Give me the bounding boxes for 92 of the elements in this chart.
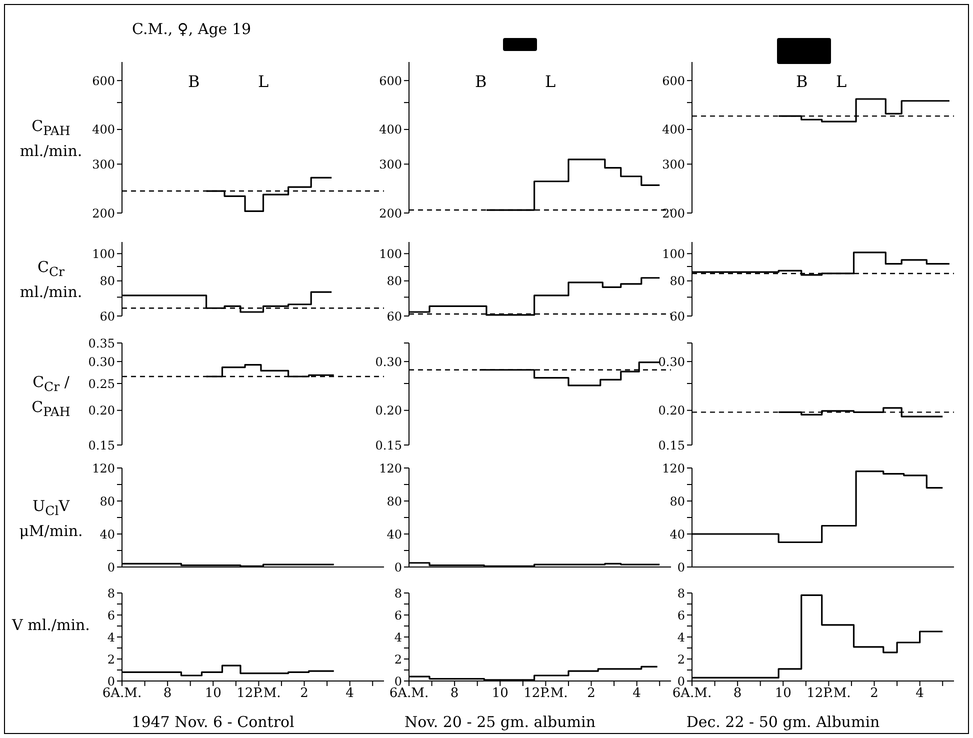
y-tick-label: 600 (92, 74, 115, 88)
x-tick-label: 2 (300, 686, 308, 702)
y-tick-label: 200 (92, 206, 115, 220)
y-tick-label: 60 (100, 309, 115, 324)
y-tick-label: 40 (100, 527, 115, 542)
y-tick-label: 0.35 (88, 336, 115, 350)
y-tick-label: 300 (379, 157, 402, 172)
x-tick-label: 8 (163, 686, 172, 702)
x-tick-label: 6A.M. (672, 686, 712, 702)
x-tick-label: 2 (870, 686, 878, 702)
x-tick-label: 12P.M. (236, 686, 281, 702)
y-tick-label: 0.15 (375, 438, 402, 452)
x-tick-label: 10 (492, 686, 508, 702)
annotation: L (836, 72, 847, 91)
y-tick-label: 120 (92, 461, 115, 476)
y-tick-label: 100 (379, 246, 402, 261)
x-tick-label: 10 (204, 686, 222, 702)
y-tick-label: 0.15 (88, 438, 115, 452)
y-tick-label: 80 (100, 274, 115, 288)
y-tick-label: 400 (379, 122, 402, 137)
y-tick-label: 0 (677, 674, 685, 688)
y-tick-label: 6 (107, 608, 115, 622)
y-tick-label: 40 (386, 527, 402, 542)
y-tick-label: 0.25 (88, 376, 115, 391)
x-tick-label: 6A.M. (102, 686, 142, 702)
y-tick-label: 120 (379, 461, 402, 476)
x-tick-label: 2 (587, 686, 596, 702)
y-tick-label: 300 (662, 157, 685, 172)
y-tick-label: 40 (670, 527, 685, 542)
x-tick-label: 4 (346, 686, 354, 702)
x-tick-label: 8 (450, 686, 459, 702)
y-tick-label: 60 (670, 309, 685, 324)
y-tick-label: 600 (379, 74, 402, 88)
y-tick-label: 0.30 (658, 354, 685, 369)
y-tick-label: 0.15 (658, 438, 685, 452)
y-tick-label: 2 (107, 652, 115, 666)
y-tick-label: 0 (107, 560, 115, 574)
y-tick-label: 0 (394, 560, 402, 574)
y-tick-label: 8 (677, 586, 685, 600)
y-axis-title: V ml./min. (12, 615, 90, 635)
y-tick-label: 0.20 (658, 404, 685, 418)
x-axis-title: Nov. 20 - 25 gm. albumin (404, 713, 596, 731)
y-axis-title: C$_{Cr}$ ml./min. (18, 257, 84, 302)
x-tick-label: 12P.M. (806, 686, 851, 702)
y-tick-label: 0 (107, 674, 115, 688)
y-tick-label: 80 (386, 494, 402, 508)
y-tick-label: 0.30 (375, 354, 402, 369)
x-tick-label: 4 (632, 686, 641, 702)
y-tick-label: 80 (386, 274, 402, 288)
x-tick-label: 8 (733, 686, 742, 702)
y-tick-label: 200 (662, 206, 685, 220)
y-tick-label: 100 (662, 246, 685, 261)
y-tick-label: 2 (394, 652, 402, 666)
y-tick-label: 0.20 (88, 404, 115, 418)
y-tick-label: 80 (670, 274, 685, 288)
x-tick-label: 12P.M. (524, 686, 568, 702)
x-tick-label: 6A.M. (389, 686, 429, 702)
y-tick-label: 120 (662, 461, 685, 476)
x-axis-title: Dec. 22 - 50 gm. Albumin (685, 713, 881, 731)
y-tick-label: 200 (379, 206, 402, 220)
y-tick-label: 4 (107, 630, 116, 644)
y-tick-label: 4 (394, 630, 402, 644)
y-axis-title: C$_{PAH}$ ml./min. (18, 116, 84, 160)
annotation: B (188, 72, 200, 91)
y-tick-label: 0 (394, 674, 402, 688)
text: C$_{Cr}$ / C$_{PAH}$ (32, 373, 70, 419)
y-tick-label: 4 (677, 630, 686, 644)
annotation: L (545, 72, 556, 91)
y-axis-title: U$_{Cl}$V μM/min. (18, 496, 84, 541)
y-tick-label: 80 (670, 494, 685, 508)
x-tick-label: 4 (916, 686, 924, 702)
y-tick-label: 6 (394, 608, 402, 622)
annotation: L (258, 72, 269, 91)
y-tick-label: 8 (107, 586, 115, 600)
y-tick-label: 8 (394, 586, 402, 600)
y-tick-label: 0.30 (88, 354, 115, 369)
y-tick-label: 6 (677, 608, 685, 622)
x-tick-label: 10 (774, 686, 792, 702)
y-tick-label: 100 (92, 246, 115, 261)
y-tick-label: 400 (662, 122, 685, 137)
y-tick-label: 300 (92, 157, 115, 172)
annotation: B (796, 72, 808, 91)
y-tick-label: 600 (662, 74, 685, 88)
chart-title: C.M., ♀, Age 19 (132, 20, 252, 38)
y-tick-label: 400 (92, 122, 115, 137)
annotation: B (475, 72, 487, 91)
y-tick-label: 60 (386, 309, 402, 324)
y-tick-label: 0.20 (375, 404, 402, 418)
y-tick-label: 80 (100, 494, 115, 508)
y-tick-label: 0 (677, 560, 685, 574)
y-tick-label: 2 (677, 652, 685, 666)
x-axis-title: 1947 Nov. 6 - Control (130, 713, 296, 731)
